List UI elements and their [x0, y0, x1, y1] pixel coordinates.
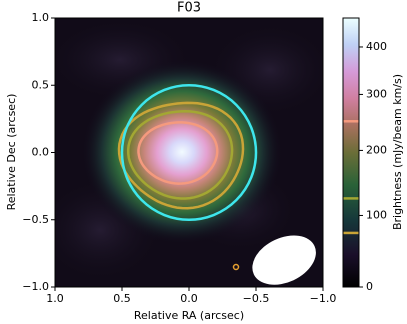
colorbar: [342, 17, 360, 288]
y-tick-label: 0.0: [32, 146, 50, 159]
y-tick-label: 0.5: [32, 78, 50, 91]
y-tick-label: −1.0: [22, 280, 49, 293]
aperture: [120, 84, 258, 221]
colorbar-tick-label: 400: [366, 40, 387, 53]
image-area: [55, 18, 323, 287]
y-tick-label: −0.5: [22, 213, 49, 226]
x-tick-label: 0.0: [180, 292, 198, 305]
y-axis-label: Relative Dec (arcsec): [5, 94, 18, 211]
x-axis-label: Relative RA (arcsec): [134, 309, 244, 322]
colorbar-tick-label: 0: [366, 280, 373, 293]
y-tick-label: 1.0: [32, 11, 50, 24]
contour: [137, 121, 219, 185]
chart-title: F03: [177, 1, 201, 16]
colorbar-tick-label: 100: [366, 208, 387, 221]
x-tick-label: 0.5: [113, 292, 131, 305]
colorbar-label: Brightness (mJy/beam km/s): [391, 74, 404, 230]
contour: [126, 110, 234, 200]
x-tick-label: −1.0: [310, 292, 337, 305]
colorbar-tick-label: 300: [366, 87, 387, 100]
beam: [252, 235, 316, 285]
noise-contour: [232, 263, 240, 271]
contour: [117, 101, 245, 210]
source-emission: [82, 60, 282, 244]
x-tick-label: 1.0: [46, 292, 64, 305]
colorbar-tick-label: 200: [366, 143, 387, 156]
x-tick-label: −0.5: [243, 292, 270, 305]
